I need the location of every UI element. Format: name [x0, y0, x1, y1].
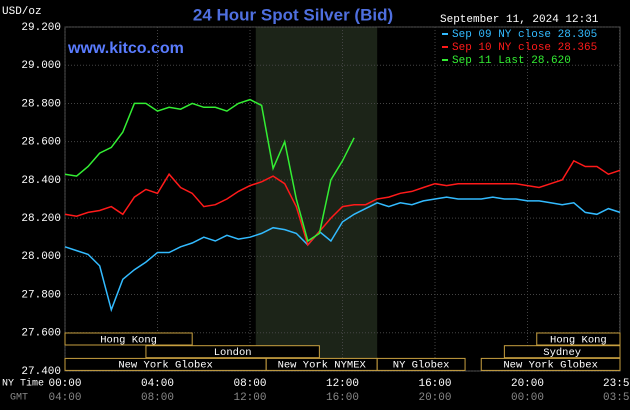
gmt-tick-label: 12:00	[233, 392, 266, 404]
x-row-label: GMT	[10, 393, 28, 404]
unit-label: USD/oz	[2, 6, 42, 18]
x-tick-label: 12:00	[326, 378, 359, 390]
x-row-label: NY Time	[2, 378, 44, 390]
x-tick-label: 20:00	[511, 378, 544, 390]
y-tick-label: 28.400	[21, 175, 61, 187]
session-label: Hong Kong	[100, 334, 157, 346]
session-bar	[480, 357, 621, 371]
session-bar	[536, 332, 621, 346]
watermark: www.kitco.com	[67, 40, 184, 57]
y-tick-label: 27.400	[21, 366, 61, 378]
series-line	[64, 159, 621, 247]
gmt-tick-label: 08:00	[141, 392, 174, 404]
gmt-tick-label: 03:59	[603, 392, 630, 404]
x-tick-label: 04:00	[141, 378, 174, 390]
gmt-tick-label: 16:00	[326, 392, 359, 404]
y-tick-label: 28.000	[21, 251, 61, 263]
y-tick-label: 28.600	[21, 137, 61, 149]
y-tick-label: 28.200	[21, 213, 61, 225]
session-label: Sydney	[543, 347, 581, 359]
session-label: London	[214, 347, 252, 359]
legend-entry: Sep 09 NY close 28.305	[452, 29, 597, 41]
chart-title: 24 Hour Spot Silver (Bid)	[193, 5, 393, 24]
session-bar	[503, 345, 621, 359]
series-line	[64, 196, 621, 313]
legend-entry: Sep 11 Last 28.620	[452, 55, 571, 67]
session-label: New York Globex	[118, 360, 213, 372]
session-label: Hong Kong	[550, 334, 607, 346]
session-bar	[376, 357, 466, 371]
x-tick-label: 16:00	[418, 378, 451, 390]
legend-entry: Sep 10 NY close 28.365	[452, 42, 597, 54]
x-tick-label: 08:00	[233, 378, 266, 390]
gmt-tick-label: 00:00	[511, 392, 544, 404]
series-line	[64, 98, 355, 243]
session-label: New York Globex	[503, 360, 598, 372]
session-bar	[64, 332, 193, 346]
timestamp: September 11, 2024 12:31	[440, 14, 599, 26]
session-label: NY Globex	[393, 360, 450, 372]
y-tick-label: 27.600	[21, 328, 61, 340]
x-tick-label: 00:00	[48, 378, 81, 390]
session-bar	[145, 345, 320, 359]
y-tick-label: 28.800	[21, 98, 61, 110]
y-tick-label: 29.000	[21, 60, 61, 72]
gmt-tick-label: 04:00	[48, 392, 81, 404]
y-tick-label: 29.200	[21, 22, 61, 34]
y-tick-label: 27.800	[21, 289, 61, 301]
session-label: New York NYMEX	[278, 360, 367, 372]
x-tick-label: 23:59	[603, 378, 630, 390]
gmt-tick-label: 20:00	[418, 392, 451, 404]
shaded-region	[255, 27, 378, 371]
